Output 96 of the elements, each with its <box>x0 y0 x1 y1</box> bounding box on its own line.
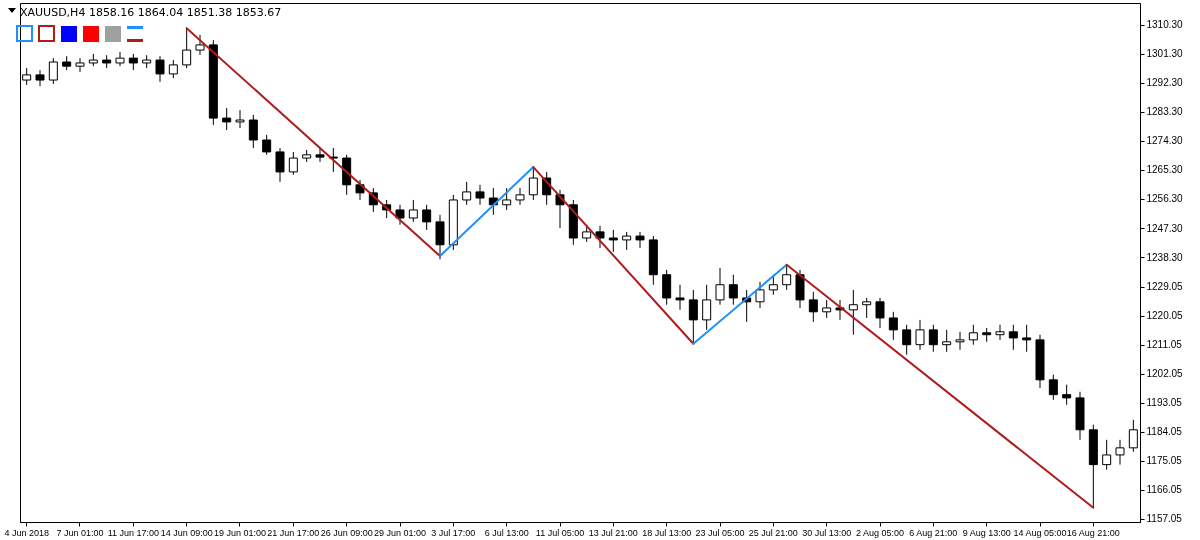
x-tick-label: 4 Jun 2018 <box>4 527 49 538</box>
y-tick-label: 1166.05 <box>1146 484 1183 496</box>
y-tick-label: 1265.30 <box>1146 164 1184 176</box>
candlestick <box>875 297 885 329</box>
y-tick-label: 1193.05 <box>1146 397 1183 409</box>
candlestick <box>182 27 192 69</box>
candlestick <box>422 204 432 231</box>
candlestick <box>608 229 618 253</box>
candlestick <box>462 181 472 206</box>
candlestick <box>528 166 538 201</box>
x-tick-label: 16 Aug 21:00 <box>1066 527 1120 538</box>
y-tick-label: 1157.05 <box>1146 513 1183 525</box>
y-tick-label: 1220.05 <box>1146 310 1184 322</box>
candlestick <box>888 311 898 341</box>
candlestick <box>1048 374 1058 401</box>
y-tick-label: 1184.05 <box>1146 426 1183 438</box>
candlestick <box>195 34 205 56</box>
candlestick <box>1062 384 1072 406</box>
candlestick <box>662 269 672 306</box>
candlestick <box>222 107 232 131</box>
x-tick-label: 25 Jul 21:00 <box>748 527 798 538</box>
candlestick <box>595 225 605 249</box>
x-tick-label: 14 Aug 05:00 <box>1013 527 1067 538</box>
x-tick-label: 19 Jun 01:00 <box>213 527 267 538</box>
x-tick-label: 2 Aug 05:00 <box>855 527 905 538</box>
y-tick-label: 1301.30 <box>1146 48 1184 60</box>
y-tick-label: 1274.30 <box>1146 135 1184 147</box>
candlestick <box>235 109 245 129</box>
candlestick <box>995 324 1005 341</box>
candlestick <box>1102 439 1112 471</box>
candlestick <box>942 329 952 353</box>
y-tick-label: 1175.05 <box>1146 455 1183 467</box>
candlestick <box>1128 419 1138 453</box>
candlestick <box>1022 324 1032 353</box>
x-tick-label: 11 Jun 17:00 <box>107 527 160 538</box>
y-tick-label: 1283.30 <box>1146 106 1184 118</box>
chart-title: XAUUSD,H4 1858.16 1864.04 1851.38 1853.67 <box>20 6 282 19</box>
x-tick-label: 26 Jun 09:00 <box>320 527 373 538</box>
candlestick <box>435 214 445 260</box>
x-tick-label: 14 Jun 09:00 <box>160 527 213 538</box>
candlestick <box>955 331 965 351</box>
candlestick <box>168 59 178 79</box>
candlestick <box>755 281 765 309</box>
candlestick <box>35 69 45 87</box>
candlestick <box>155 55 165 83</box>
y-tick-label: 1238.30 <box>1146 251 1184 263</box>
candlestick <box>1008 324 1018 351</box>
y-tick-label: 1310.30 <box>1146 19 1184 31</box>
candlestick <box>502 187 512 211</box>
x-tick-label: 9 Aug 13:00 <box>962 527 1011 538</box>
candlestick <box>715 267 725 306</box>
candlestick <box>902 324 912 356</box>
candlestick <box>782 264 792 291</box>
candlestick <box>702 284 712 331</box>
candlestick <box>688 289 698 345</box>
candlestick <box>395 204 405 226</box>
candlestick <box>808 291 818 323</box>
x-tick-label: 21 Jun 17:00 <box>267 527 320 538</box>
candlestick <box>75 57 85 73</box>
candlestick <box>622 231 632 251</box>
x-tick-label: 13 Jul 21:00 <box>588 527 638 538</box>
y-tick-label: 1202.05 <box>1146 368 1184 380</box>
candlestick <box>315 147 325 163</box>
y-tick-label: 1256.30 <box>1146 193 1184 205</box>
candlestick <box>1115 439 1125 466</box>
y-tick-label: 1211.05 <box>1146 339 1183 351</box>
candlestick <box>275 147 285 183</box>
candlestick <box>288 151 298 176</box>
candlestick <box>115 51 125 67</box>
candlestick <box>475 184 485 206</box>
x-tick-label: 3 Jul 17:00 <box>431 527 476 538</box>
candlestick <box>822 299 832 319</box>
x-tick-label: 23 Jul 05:00 <box>695 527 745 538</box>
candlestick <box>48 57 58 85</box>
candlestick <box>848 289 858 336</box>
candlestick <box>915 319 925 351</box>
candlestick <box>635 231 645 249</box>
x-tick-label: 11 Jul 05:00 <box>535 527 585 538</box>
candlestick <box>408 199 418 223</box>
candlestick <box>515 187 525 206</box>
candlestick <box>675 284 685 311</box>
x-tick-label: 7 Jun 01:00 <box>56 527 104 538</box>
candlestick <box>248 114 258 149</box>
candlestick <box>262 134 272 156</box>
candlestick <box>728 274 738 306</box>
x-tick-label: 18 Jul 13:00 <box>642 527 692 538</box>
y-tick-label: 1292.30 <box>1146 77 1184 89</box>
candlestick <box>968 324 978 346</box>
x-tick-label: 30 Jul 13:00 <box>802 527 852 538</box>
candlestick <box>928 324 938 353</box>
y-tick-label: 1229.05 <box>1146 281 1184 293</box>
x-tick-label: 29 Jun 01:00 <box>373 527 427 538</box>
candlestick <box>862 297 872 319</box>
x-tick-label: 6 Jul 13:00 <box>484 527 529 538</box>
y-tick-label: 1247.30 <box>1146 222 1184 234</box>
x-tick-label: 6 Aug 21:00 <box>909 527 958 538</box>
